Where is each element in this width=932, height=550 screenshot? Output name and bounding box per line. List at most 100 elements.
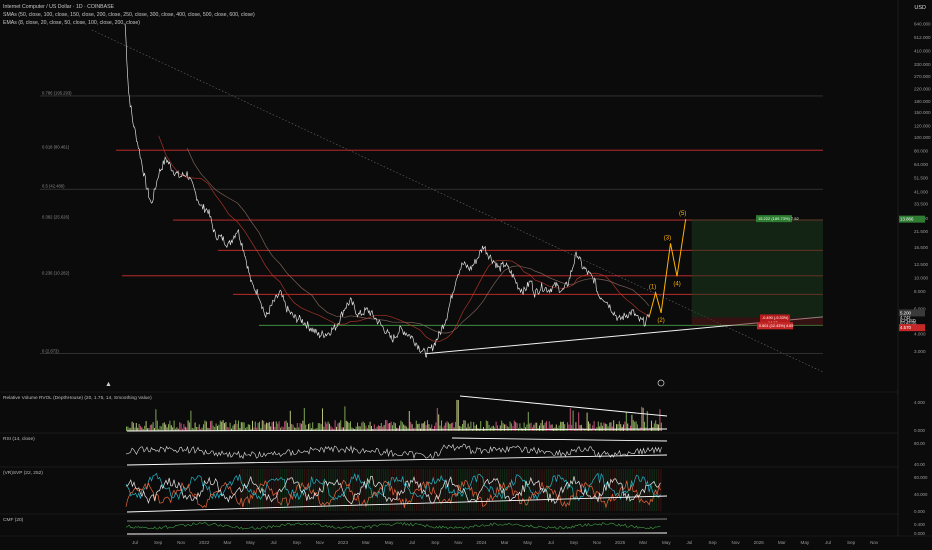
rvol-bar bbox=[343, 427, 344, 431]
vrsvp-bg-bar bbox=[383, 469, 385, 511]
vrsvp-bg-bar bbox=[257, 469, 259, 511]
rvol-bar bbox=[613, 420, 615, 431]
rvol-bar bbox=[284, 421, 286, 431]
rvol-bar bbox=[189, 422, 190, 431]
rvol-bar bbox=[163, 422, 165, 431]
price-axis-label: 640.000 bbox=[914, 21, 931, 26]
rvol-bar bbox=[548, 421, 550, 431]
price-tag-box bbox=[899, 215, 925, 223]
rvol-bar bbox=[511, 423, 512, 431]
rvol-bar bbox=[534, 422, 536, 431]
rvol-bar bbox=[310, 428, 312, 431]
panel-axis-label: 80.000 bbox=[914, 475, 928, 480]
fib-level-label: 0.5 (42.489) bbox=[42, 184, 65, 189]
rvol-bar bbox=[182, 428, 183, 431]
rvol-bar bbox=[253, 427, 255, 431]
rvol-bar bbox=[564, 424, 566, 431]
vrsvp-bg-bar bbox=[563, 469, 565, 511]
rvol-bar bbox=[180, 423, 182, 431]
rvol-bar bbox=[373, 424, 375, 431]
sma-legend[interactable]: SMAs (50, close, 100, close, 150, close,… bbox=[3, 12, 255, 18]
vrsvp-bg-bar bbox=[255, 469, 257, 511]
rvol-bar bbox=[138, 424, 140, 431]
fib-level-label: 0.382 (25.626) bbox=[42, 215, 70, 220]
rvol-bar bbox=[289, 410, 291, 431]
vrsvp-bg-bar bbox=[565, 469, 567, 511]
price-axis-label: 150.000 bbox=[914, 110, 931, 115]
rvol-bar bbox=[277, 423, 279, 431]
event-marker-icon bbox=[657, 379, 665, 387]
rvol-bar bbox=[467, 423, 469, 431]
time-axis-label: Jul bbox=[409, 540, 415, 545]
vrsvp-bg-bar bbox=[308, 469, 310, 511]
panel-axis-label: 0.400 bbox=[914, 522, 926, 527]
vrsvp-bg-bar bbox=[288, 469, 290, 511]
vrsvp-bg-bar bbox=[636, 469, 638, 511]
time-axis-label: Sep bbox=[154, 540, 163, 545]
rvol-bar bbox=[602, 425, 603, 431]
time-axis-label: 2022 bbox=[199, 540, 210, 545]
rvol-bar bbox=[298, 427, 300, 431]
rvol-bar bbox=[352, 428, 354, 431]
rvol-bar bbox=[278, 421, 280, 431]
vrsvp-bg-bar bbox=[574, 469, 576, 511]
rvol-bar bbox=[169, 420, 171, 431]
rvol-bar bbox=[208, 428, 210, 431]
rvol-bar bbox=[529, 423, 531, 431]
ema-legend[interactable]: EMAs (8, close, 20, close, 50, close, 10… bbox=[3, 20, 140, 26]
rvol-bar bbox=[337, 423, 339, 431]
rvol-bar bbox=[197, 427, 199, 431]
rvol-bar bbox=[659, 409, 661, 431]
vrsvp-bg-bar bbox=[620, 469, 622, 511]
vrsvp-bg-bar bbox=[631, 469, 633, 511]
wave-label: (4) bbox=[673, 281, 680, 287]
rvol-bar bbox=[127, 426, 129, 431]
vrsvp-bg-bar bbox=[259, 469, 262, 511]
rvol-bar bbox=[441, 420, 442, 431]
rvol-bar bbox=[411, 424, 413, 431]
time-axis-label: Jul bbox=[271, 540, 277, 545]
vrsvp-bg-bar bbox=[451, 469, 453, 511]
vrsvp-bg-bar bbox=[352, 469, 354, 511]
panel-axis-label: 80.00 bbox=[914, 441, 926, 446]
rvol-bar bbox=[453, 427, 455, 431]
vrsvp-bg-bar bbox=[616, 469, 618, 511]
rvol-bar bbox=[560, 421, 561, 431]
rvol-bar bbox=[312, 422, 314, 431]
price-axis-label: 41.000 bbox=[914, 189, 928, 194]
time-axis-label: Sep bbox=[708, 540, 717, 545]
rvol-bar bbox=[229, 422, 231, 431]
vrsvp-bg-bar bbox=[532, 469, 534, 511]
rvol-bar bbox=[456, 399, 458, 431]
rvol-bar bbox=[158, 428, 160, 431]
currency-label: USD bbox=[914, 5, 926, 11]
rvol-bar bbox=[341, 427, 343, 431]
rvol-bar bbox=[448, 422, 449, 431]
vrsvp-bg-bar bbox=[484, 469, 486, 511]
rvol-bar bbox=[366, 428, 368, 431]
rvol-bar bbox=[442, 427, 444, 431]
vrsvp-bg-bar bbox=[515, 469, 517, 511]
rvol-bar bbox=[427, 420, 428, 431]
vrsvp-bg-bar bbox=[295, 469, 297, 511]
vrsvp-bg-bar bbox=[396, 469, 398, 511]
target-label-box bbox=[756, 215, 792, 223]
rvol-bar bbox=[218, 424, 220, 431]
rvol-bar bbox=[415, 420, 417, 431]
time-axis-label: Jul bbox=[132, 540, 138, 545]
rvol-bar bbox=[515, 422, 517, 431]
rvol-bar bbox=[642, 407, 644, 431]
vrsvp-bg-bar bbox=[347, 469, 350, 511]
rvol-bar bbox=[319, 423, 321, 431]
rvol-bar bbox=[616, 424, 617, 431]
rvol-bar bbox=[233, 424, 235, 431]
vrsvp-bg-bar bbox=[268, 469, 270, 511]
vrsvp-bg-bar bbox=[600, 469, 603, 511]
vrsvp-bg-bar bbox=[284, 469, 286, 511]
vrsvp-bg-bar bbox=[297, 469, 299, 511]
vrsvp-bg-bar bbox=[510, 469, 512, 511]
rvol-bar bbox=[187, 420, 189, 431]
rvol-bar bbox=[221, 421, 223, 431]
rvol-bar bbox=[505, 424, 507, 431]
vrsvp-bg-bar bbox=[328, 469, 330, 511]
